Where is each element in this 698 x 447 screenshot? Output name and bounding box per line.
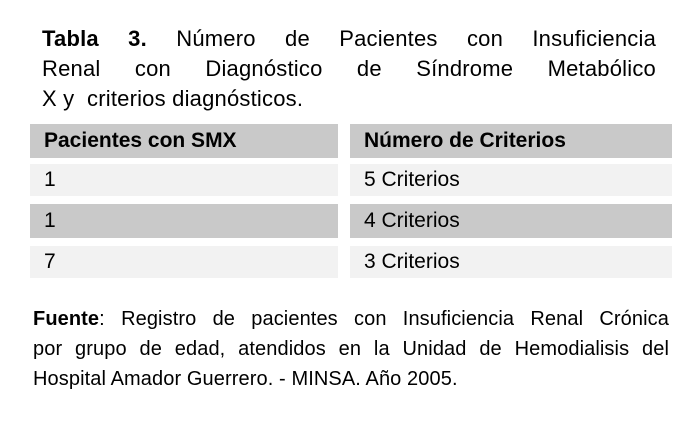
cell-criteria: 4 Criterios [350, 204, 672, 238]
table-header-row: Pacientes con SMX Número de Criterios [30, 124, 672, 158]
source-line-1: Fuente: Registro de pacientes con Insufi… [33, 304, 669, 334]
table-row: 7 3 Criterios [30, 246, 672, 278]
source-line-3: Hospital Amador Guerrero. - MINSA. Año 2… [33, 368, 458, 390]
table-caption: Tabla 3. Número de Pacientes con Insufic… [42, 24, 656, 114]
caption-line-1: Tabla 3. Número de Pacientes con Insufic… [42, 24, 656, 54]
table-row: 1 4 Criterios [30, 204, 672, 238]
cell-patients: 1 [30, 204, 338, 238]
cell-criteria: 5 Criterios [350, 164, 672, 196]
cell-criteria: 3 Criterios [350, 246, 672, 278]
source-label: Fuente [33, 308, 100, 330]
caption-table-label: Tabla 3. [42, 26, 147, 51]
header-cell-patients: Pacientes con SMX [30, 124, 338, 158]
source-note: Fuente: Registro de pacientes con Insufi… [33, 304, 669, 394]
source-line-1-text: : Registro de pacientes con Insuficienci… [99, 308, 669, 330]
header-cell-criteria: Número de Criterios [350, 124, 672, 158]
cell-patients: 7 [30, 246, 338, 278]
source-line-2: por grupo de edad, atendidos en la Unida… [33, 338, 669, 360]
patients-criteria-table: Pacientes con SMX Número de Criterios 1 … [30, 124, 672, 278]
cell-patients: 1 [30, 164, 338, 196]
caption-line-3: X y criterios diagnósticos. [42, 86, 304, 111]
caption-line-1-text: Número de Pacientes con Insuficiencia [176, 26, 657, 51]
caption-line-2: Renal con Diagnóstico de Síndrome Metabó… [42, 56, 656, 81]
table-row: 1 5 Criterios [30, 164, 672, 196]
